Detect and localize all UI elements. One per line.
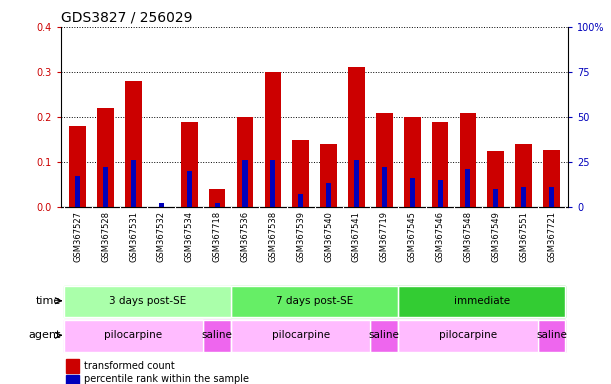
Bar bbox=[131, 160, 136, 207]
Bar bbox=[370, 320, 398, 352]
Bar bbox=[231, 320, 370, 352]
Text: GSM367538: GSM367538 bbox=[268, 211, 277, 262]
Bar bbox=[97, 108, 114, 207]
Bar bbox=[209, 189, 225, 207]
Text: GSM367545: GSM367545 bbox=[408, 211, 417, 262]
Bar bbox=[376, 113, 393, 207]
Bar bbox=[515, 144, 532, 207]
Bar bbox=[243, 160, 247, 207]
Text: GSM367534: GSM367534 bbox=[185, 211, 194, 262]
Bar bbox=[398, 320, 538, 352]
Bar bbox=[320, 144, 337, 207]
Bar bbox=[231, 286, 398, 317]
Text: GSM367551: GSM367551 bbox=[519, 211, 528, 262]
Text: pilocarpine: pilocarpine bbox=[439, 330, 497, 340]
Bar bbox=[66, 359, 79, 373]
Text: GSM367539: GSM367539 bbox=[296, 211, 306, 262]
Bar bbox=[521, 187, 526, 207]
Bar bbox=[466, 169, 470, 207]
Bar bbox=[398, 320, 538, 352]
Text: GSM367548: GSM367548 bbox=[463, 211, 472, 262]
Text: saline: saline bbox=[202, 330, 233, 340]
Bar bbox=[549, 187, 554, 207]
Bar bbox=[543, 150, 560, 207]
Bar bbox=[66, 375, 79, 384]
Bar bbox=[398, 286, 565, 317]
Text: saline: saline bbox=[369, 330, 400, 340]
Bar bbox=[437, 180, 442, 207]
Text: GSM367540: GSM367540 bbox=[324, 211, 333, 262]
Bar bbox=[348, 68, 365, 207]
Text: pilocarpine: pilocarpine bbox=[104, 330, 163, 340]
Bar bbox=[70, 126, 86, 207]
Text: percentile rank within the sample: percentile rank within the sample bbox=[84, 374, 249, 384]
Bar bbox=[432, 122, 448, 207]
Bar bbox=[293, 140, 309, 207]
Bar bbox=[370, 320, 398, 352]
Text: GSM367536: GSM367536 bbox=[241, 211, 249, 262]
Bar bbox=[493, 189, 499, 207]
Text: GSM367541: GSM367541 bbox=[352, 211, 361, 262]
Bar bbox=[159, 203, 164, 207]
Text: immediate: immediate bbox=[454, 296, 510, 306]
Text: GDS3827 / 256029: GDS3827 / 256029 bbox=[61, 10, 192, 24]
Text: GSM367719: GSM367719 bbox=[380, 211, 389, 262]
Bar bbox=[538, 320, 565, 352]
Bar bbox=[231, 320, 370, 352]
Bar bbox=[410, 178, 415, 207]
Text: time: time bbox=[35, 296, 60, 306]
Text: GSM367721: GSM367721 bbox=[547, 211, 556, 262]
Text: transformed count: transformed count bbox=[84, 361, 175, 371]
Bar bbox=[538, 320, 565, 352]
Bar bbox=[203, 320, 231, 352]
Text: saline: saline bbox=[536, 330, 567, 340]
Text: 3 days post-SE: 3 days post-SE bbox=[109, 296, 186, 306]
Bar bbox=[214, 203, 219, 207]
Text: agent: agent bbox=[28, 330, 60, 340]
Bar bbox=[231, 286, 398, 317]
Text: GSM367531: GSM367531 bbox=[129, 211, 138, 262]
Bar bbox=[203, 320, 231, 352]
Text: GSM367528: GSM367528 bbox=[101, 211, 110, 262]
Bar bbox=[459, 113, 477, 207]
Bar bbox=[125, 81, 142, 207]
Text: pilocarpine: pilocarpine bbox=[272, 330, 330, 340]
Bar bbox=[64, 286, 231, 317]
Bar bbox=[404, 117, 420, 207]
Bar bbox=[398, 286, 565, 317]
Text: GSM367549: GSM367549 bbox=[491, 211, 500, 262]
Text: GSM367527: GSM367527 bbox=[73, 211, 82, 262]
Bar bbox=[75, 176, 80, 207]
Bar bbox=[181, 122, 197, 207]
Bar bbox=[354, 160, 359, 207]
Text: GSM367718: GSM367718 bbox=[213, 211, 222, 262]
Text: GSM367532: GSM367532 bbox=[157, 211, 166, 262]
Bar bbox=[103, 167, 108, 207]
Bar bbox=[236, 117, 254, 207]
Bar bbox=[326, 182, 331, 207]
Bar bbox=[64, 320, 203, 352]
Bar bbox=[64, 286, 231, 317]
Bar bbox=[382, 167, 387, 207]
Bar bbox=[265, 72, 281, 207]
Bar bbox=[270, 160, 276, 207]
Bar bbox=[187, 171, 192, 207]
Bar bbox=[298, 194, 303, 207]
Bar bbox=[488, 151, 504, 207]
Bar bbox=[64, 320, 203, 352]
Text: 7 days post-SE: 7 days post-SE bbox=[276, 296, 353, 306]
Text: GSM367546: GSM367546 bbox=[436, 211, 445, 262]
